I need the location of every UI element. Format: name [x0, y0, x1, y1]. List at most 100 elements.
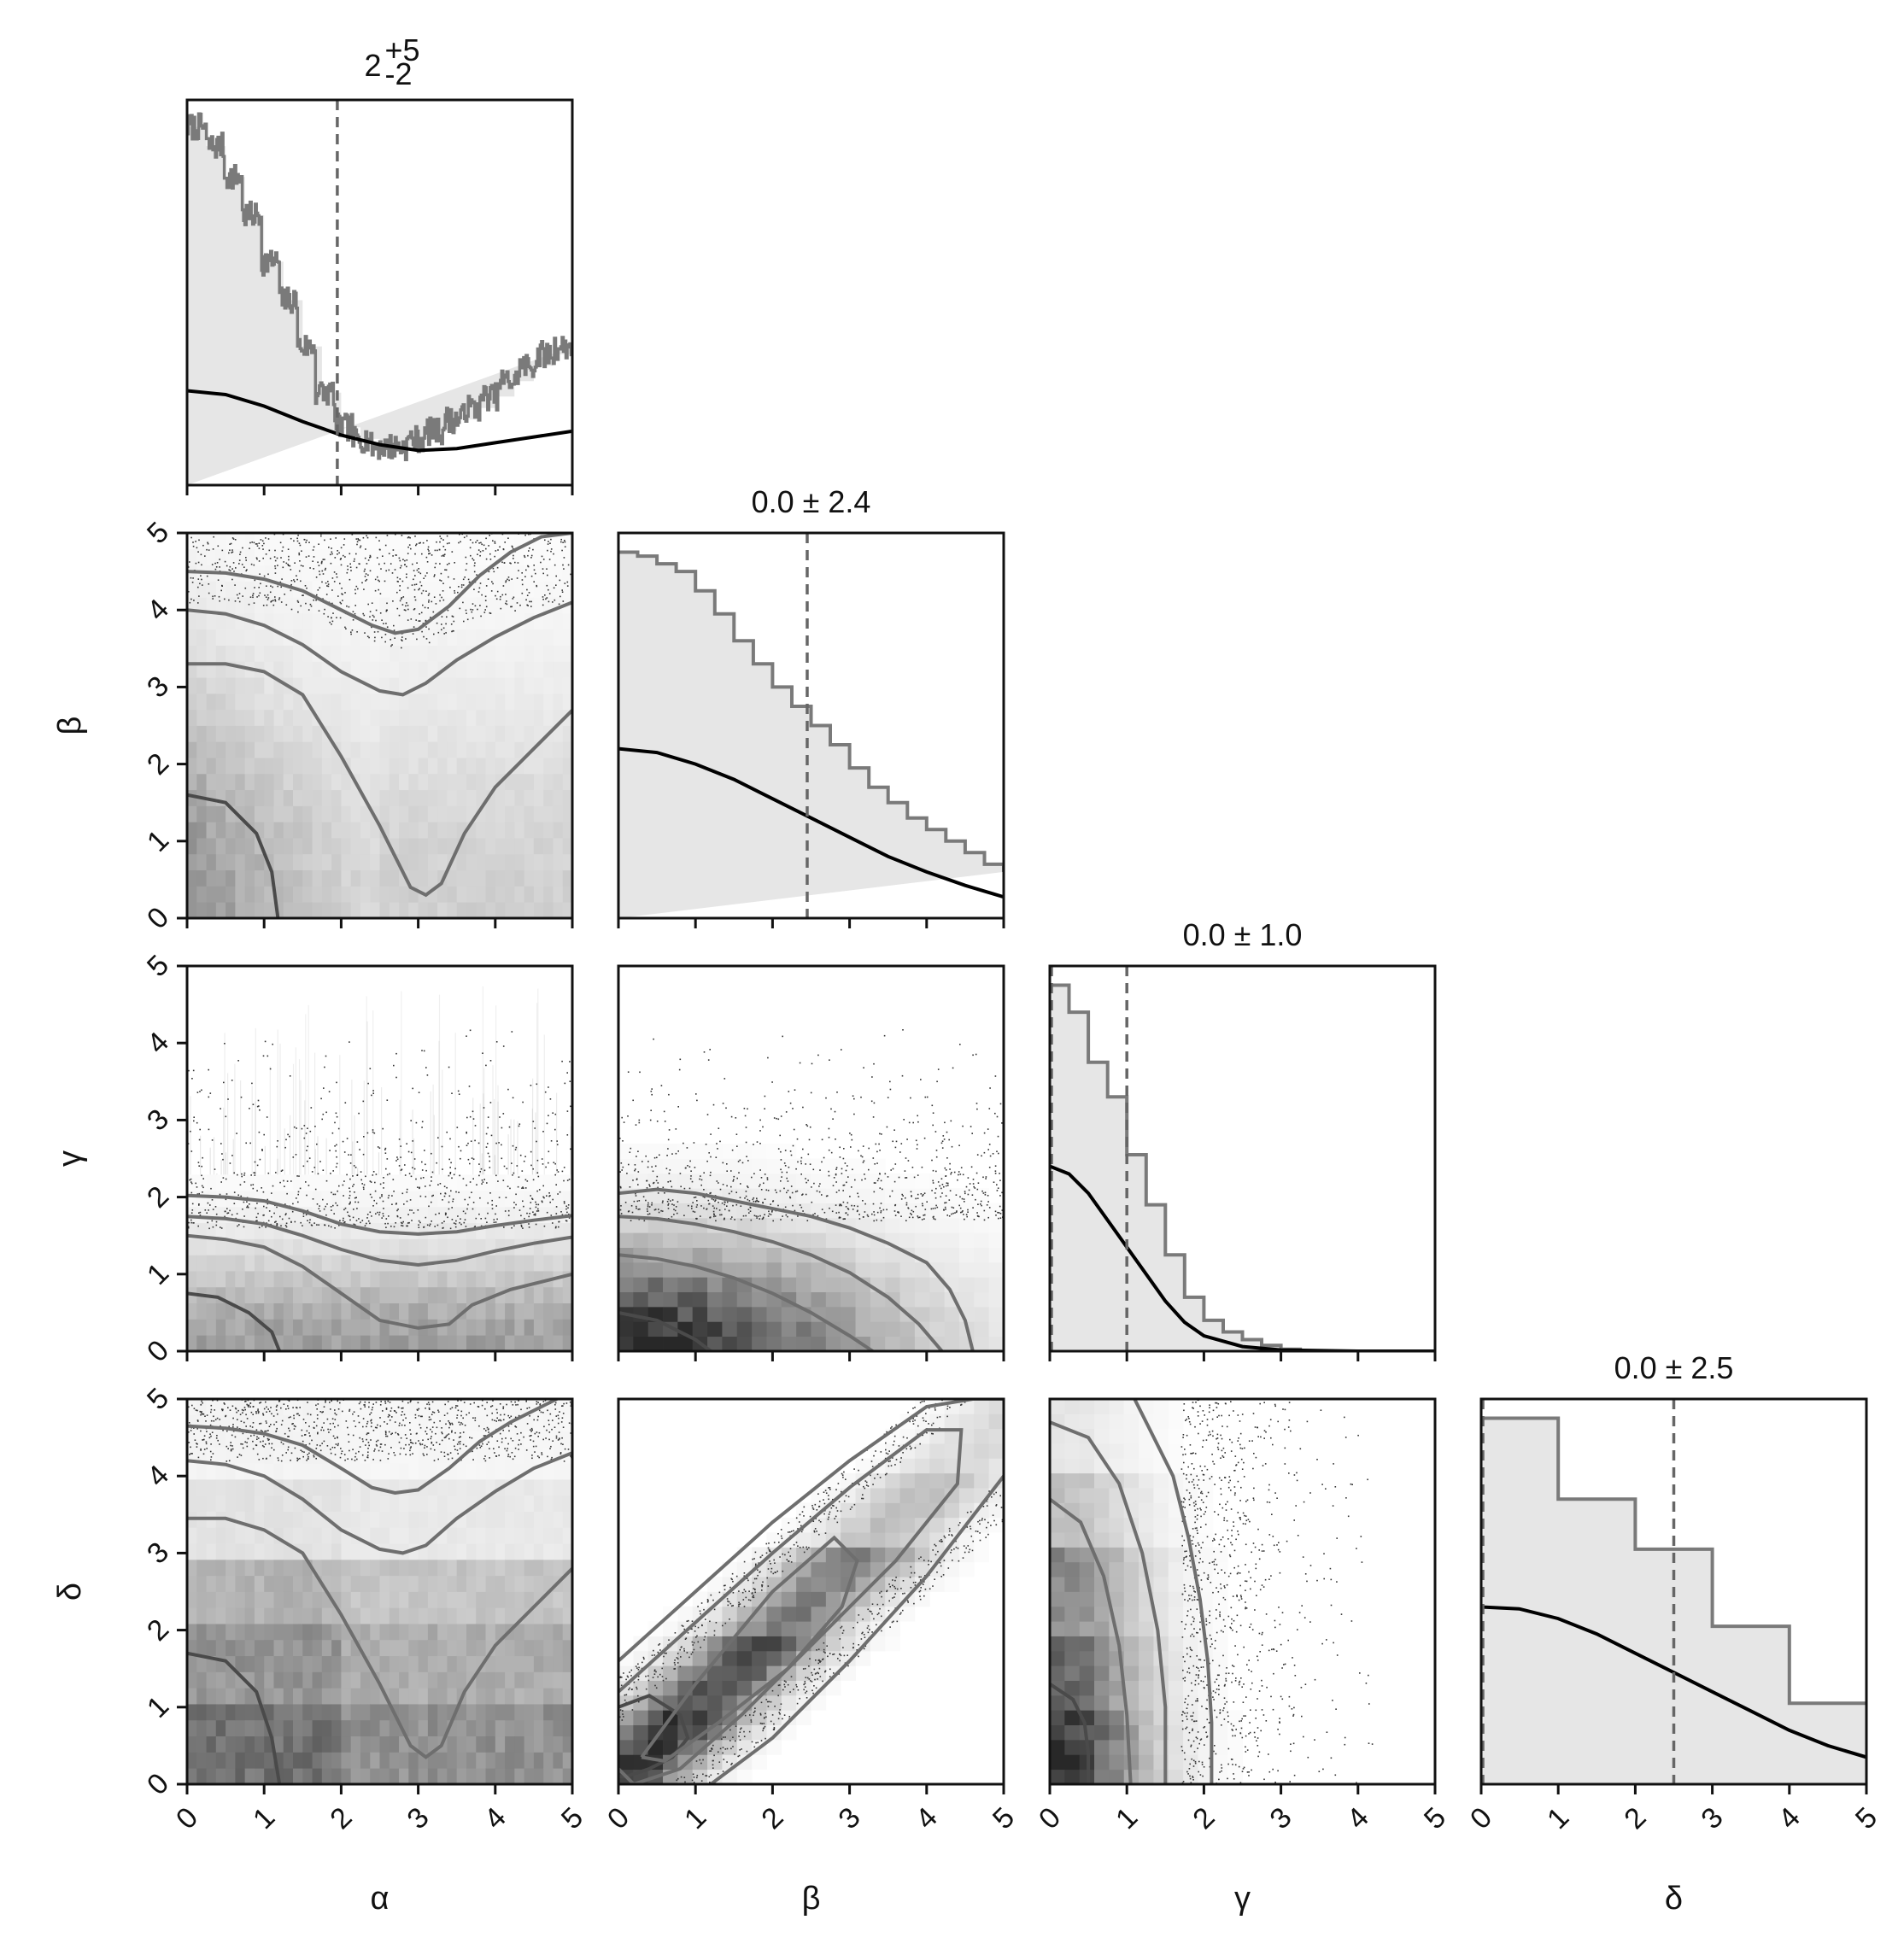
sample-point — [536, 1083, 538, 1086]
density-cell — [944, 1261, 960, 1278]
density-cell — [389, 597, 400, 614]
density-cell — [495, 1191, 506, 1208]
density-cell — [244, 533, 255, 550]
density-cell — [187, 1624, 197, 1641]
density-cell — [302, 661, 313, 678]
sample-point — [735, 1133, 738, 1135]
sample-point — [377, 1211, 378, 1214]
sample-point — [448, 562, 450, 565]
sample-point — [412, 563, 413, 565]
density-cell — [466, 709, 477, 726]
sample-point — [522, 1200, 524, 1203]
density-cell — [974, 1321, 990, 1337]
sample-point — [390, 1226, 392, 1227]
sample-point — [349, 1201, 351, 1203]
sample-point — [711, 1198, 713, 1200]
sample-point — [666, 1201, 669, 1203]
sample-point — [343, 1180, 345, 1182]
density-cell — [215, 822, 226, 839]
density-cell — [360, 1206, 371, 1224]
sample-point — [197, 561, 200, 564]
sample-point — [512, 598, 514, 600]
sample-point — [294, 581, 296, 582]
sample-point — [258, 542, 261, 544]
sample-point — [466, 1131, 467, 1133]
density-cell — [476, 693, 486, 711]
density-cell — [226, 597, 236, 614]
sample-point — [493, 1221, 495, 1223]
density-cell — [389, 789, 400, 806]
density-cell — [235, 629, 246, 646]
sample-point — [472, 609, 474, 611]
sample-point — [844, 1162, 847, 1164]
density-cell — [870, 1336, 886, 1351]
sample-point — [816, 1190, 818, 1192]
density-cell — [533, 758, 544, 775]
sample-point — [483, 1107, 485, 1109]
sample-point — [386, 535, 389, 536]
sample-point — [348, 606, 350, 608]
density-cell — [215, 629, 226, 646]
sample-point — [460, 1157, 461, 1160]
density-cell — [226, 645, 236, 662]
density-cell — [543, 612, 554, 630]
density-cell — [456, 1255, 467, 1272]
sample-point — [535, 1223, 537, 1226]
sample-point — [449, 586, 451, 588]
density-cell — [331, 677, 342, 694]
density-cell — [350, 612, 361, 630]
sample-point — [944, 1167, 946, 1169]
density-cell — [341, 693, 352, 711]
density-cell — [264, 1302, 274, 1320]
density-cell — [495, 533, 506, 550]
density-cell — [447, 1286, 458, 1304]
sample-point — [325, 1179, 328, 1182]
sample-point — [667, 1203, 670, 1205]
sample-point — [904, 1170, 906, 1172]
sample-point — [627, 1210, 630, 1213]
density-cell — [215, 1655, 226, 1672]
density-cell — [206, 1319, 217, 1336]
density-cell — [244, 838, 255, 855]
density-cell — [427, 1238, 438, 1256]
sample-point — [780, 1159, 782, 1161]
sample-point — [206, 1212, 208, 1214]
sample-point — [439, 600, 441, 602]
density-cell — [187, 1447, 197, 1464]
density-cell — [505, 661, 515, 678]
sample-point — [894, 1203, 897, 1206]
density-cell — [215, 1607, 226, 1624]
sample-point — [845, 1169, 847, 1172]
sample-point — [350, 570, 352, 571]
sample-point — [296, 600, 299, 602]
sample-point — [303, 1125, 306, 1127]
density-cell — [514, 629, 525, 646]
sample-point — [468, 581, 471, 583]
sample-point — [854, 1179, 856, 1181]
sample-point — [724, 1209, 726, 1210]
density-cell — [244, 1335, 255, 1351]
sample-point — [460, 541, 461, 543]
sample-point — [949, 1168, 951, 1170]
density-cell — [663, 1144, 678, 1159]
density-cell — [360, 741, 371, 758]
sample-point — [415, 1121, 418, 1124]
density-cell — [254, 677, 265, 694]
sample-point — [201, 1165, 202, 1168]
density-cell — [418, 758, 429, 775]
sample-point — [999, 1103, 1002, 1105]
sample-point — [875, 1182, 876, 1184]
sample-point — [951, 1145, 953, 1148]
density-cell — [514, 838, 525, 855]
density-cell — [505, 838, 515, 855]
density-cell — [187, 1591, 197, 1608]
sample-point — [386, 1174, 389, 1176]
density-cell — [485, 533, 496, 550]
sample-point — [318, 565, 320, 566]
density-cell — [447, 1238, 458, 1256]
sample-point — [252, 594, 254, 596]
sample-point — [245, 557, 247, 559]
sample-point — [460, 1150, 462, 1152]
sample-point — [495, 594, 496, 597]
sample-point — [934, 1218, 936, 1220]
